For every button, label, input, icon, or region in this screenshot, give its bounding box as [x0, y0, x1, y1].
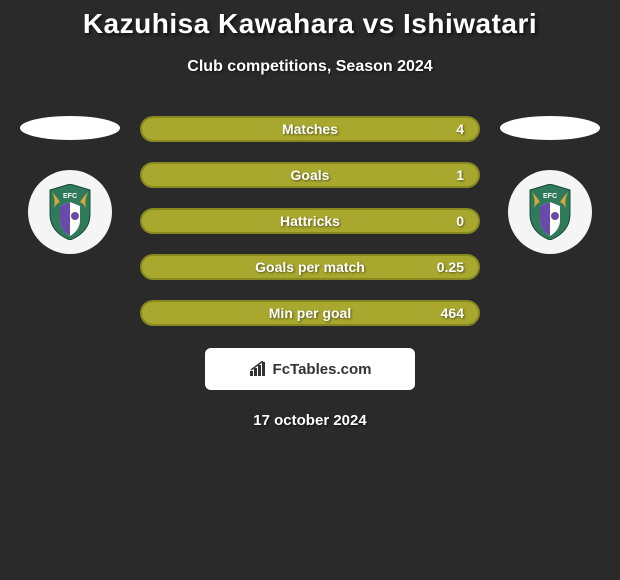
comparison-card: Kazuhisa Kawahara vs Ishiwatari Club com…: [0, 0, 620, 429]
stat-value: 0.25: [437, 259, 464, 275]
stat-value: 0: [456, 213, 464, 229]
shield-icon: EFC: [46, 184, 94, 240]
brand-badge[interactable]: FcTables.com: [205, 348, 415, 390]
club-badge-left: EFC: [28, 170, 112, 254]
stat-label: Matches: [282, 121, 338, 137]
stat-row-matches: Matches 4: [140, 116, 480, 142]
stat-row-hattricks: Hattricks 0: [140, 208, 480, 234]
svg-text:EFC: EFC: [63, 193, 77, 200]
stat-value: 464: [441, 305, 464, 321]
player-oval-right: [500, 116, 600, 140]
stat-value: 1: [456, 167, 464, 183]
shield-icon: EFC: [526, 184, 574, 240]
stat-label: Hattricks: [280, 213, 340, 229]
left-badge-column: EFC: [20, 116, 120, 254]
bar-chart-icon: [249, 361, 269, 377]
club-badge-right: EFC: [508, 170, 592, 254]
stat-row-goals-per-match: Goals per match 0.25: [140, 254, 480, 280]
brand-text: FcTables.com: [273, 361, 372, 378]
date-text: 17 october 2024: [0, 412, 620, 429]
stats-column: Matches 4 Goals 1 Hattricks 0 Goals per …: [140, 116, 480, 326]
svg-text:EFC: EFC: [543, 193, 557, 200]
page-title: Kazuhisa Kawahara vs Ishiwatari: [0, 8, 620, 40]
player-oval-left: [20, 116, 120, 140]
stat-row-min-per-goal: Min per goal 464: [140, 300, 480, 326]
stat-label: Min per goal: [269, 305, 351, 321]
stat-value: 4: [456, 121, 464, 137]
stat-row-goals: Goals 1: [140, 162, 480, 188]
stat-label: Goals: [291, 167, 330, 183]
main-row: EFC Matches 4 Goals 1 Hattricks 0 G: [0, 116, 620, 326]
subtitle: Club competitions, Season 2024: [0, 58, 620, 76]
right-badge-column: EFC: [500, 116, 600, 254]
stat-label: Goals per match: [255, 259, 365, 275]
